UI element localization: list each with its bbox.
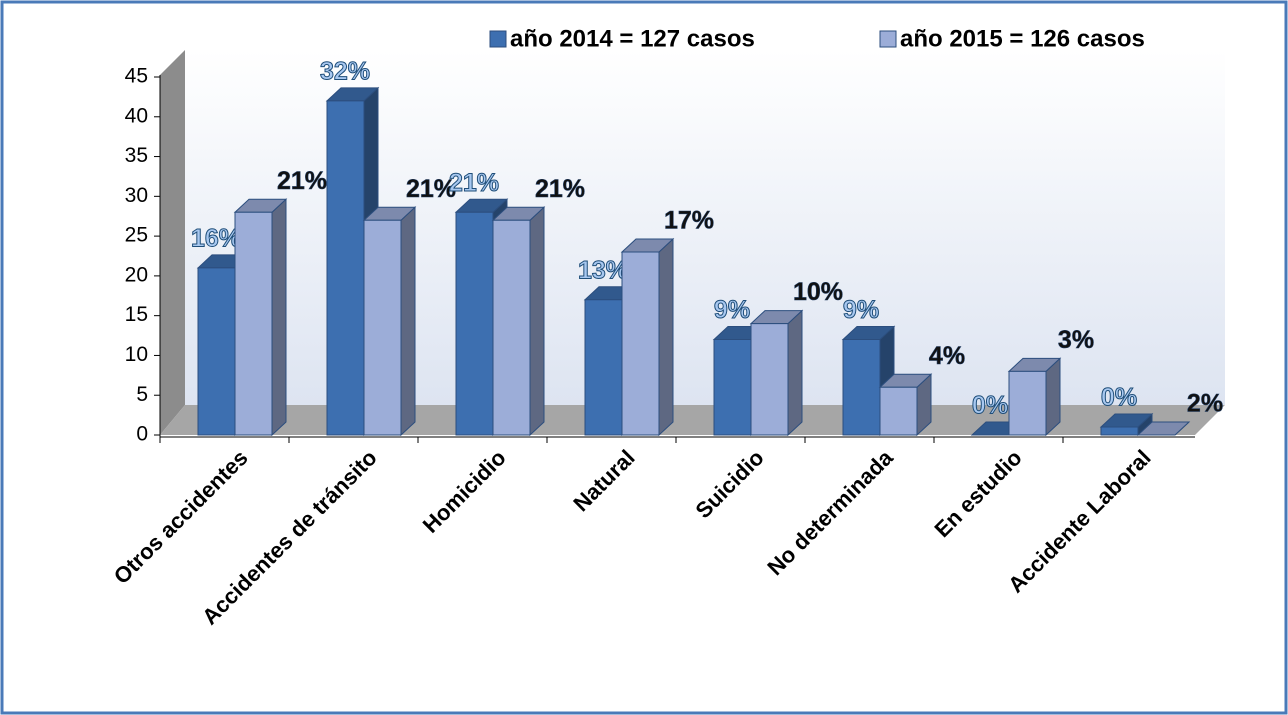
bar-face xyxy=(787,309,803,437)
side-wall xyxy=(160,50,185,435)
bar-face xyxy=(400,206,416,437)
bar-face xyxy=(750,323,789,436)
bar-face xyxy=(455,211,494,436)
legend-label: año 2014 = 127 casos xyxy=(510,25,755,52)
bar xyxy=(491,206,546,437)
bar-face xyxy=(363,219,402,436)
y-tick-label: 10 xyxy=(125,343,148,366)
bar-face xyxy=(658,237,674,437)
y-tick-label: 45 xyxy=(125,65,148,88)
bar-face xyxy=(584,299,623,436)
data-label: 0% xyxy=(972,392,1008,420)
bar-face xyxy=(1008,370,1047,436)
y-tick-label: 35 xyxy=(125,144,148,167)
data-label: 0% xyxy=(1101,384,1137,412)
bar-face xyxy=(879,386,918,436)
y-tick-label: 0 xyxy=(136,423,148,446)
bar-face xyxy=(842,339,881,436)
y-tick-label: 20 xyxy=(125,263,148,286)
data-label: 21% xyxy=(406,175,456,203)
y-tick-label: 5 xyxy=(136,383,148,406)
bar xyxy=(362,206,417,437)
bar xyxy=(1007,357,1062,437)
data-label: 4% xyxy=(929,342,965,370)
data-label: 2% xyxy=(1187,390,1223,418)
bar xyxy=(620,237,675,437)
bar-face xyxy=(713,339,752,436)
bar xyxy=(878,373,933,437)
legend-label: año 2015 = 126 casos xyxy=(900,25,1145,52)
bar-face xyxy=(271,198,287,437)
bar xyxy=(749,309,804,437)
bar-face xyxy=(621,251,660,436)
data-label: 3% xyxy=(1058,326,1094,354)
bar xyxy=(1136,421,1191,436)
y-tick-label: 30 xyxy=(125,184,148,207)
y-tick-label: 15 xyxy=(125,303,148,326)
legend-swatch xyxy=(489,30,507,48)
legend-swatch xyxy=(879,30,897,48)
y-tick-label: 40 xyxy=(125,104,148,127)
data-label: 10% xyxy=(793,278,843,306)
data-label: 13% xyxy=(578,256,628,284)
y-tick-label: 25 xyxy=(125,224,148,247)
bar xyxy=(233,198,288,437)
floor xyxy=(160,405,1225,435)
data-label: 9% xyxy=(843,296,879,324)
bar xyxy=(1099,412,1154,437)
data-label: 9% xyxy=(714,296,750,324)
bar-face xyxy=(197,267,236,436)
data-label: 21% xyxy=(535,175,585,203)
data-label: 16% xyxy=(191,225,241,253)
bar-face xyxy=(234,211,273,436)
bar-face xyxy=(1100,426,1139,436)
data-label: 21% xyxy=(277,167,327,195)
bar-face xyxy=(326,100,365,436)
bar-face xyxy=(492,219,531,436)
data-label: 32% xyxy=(320,57,370,85)
data-label: 21% xyxy=(449,169,499,197)
back-wall xyxy=(185,50,1225,405)
data-label: 17% xyxy=(664,207,714,235)
bar-face xyxy=(529,206,545,437)
